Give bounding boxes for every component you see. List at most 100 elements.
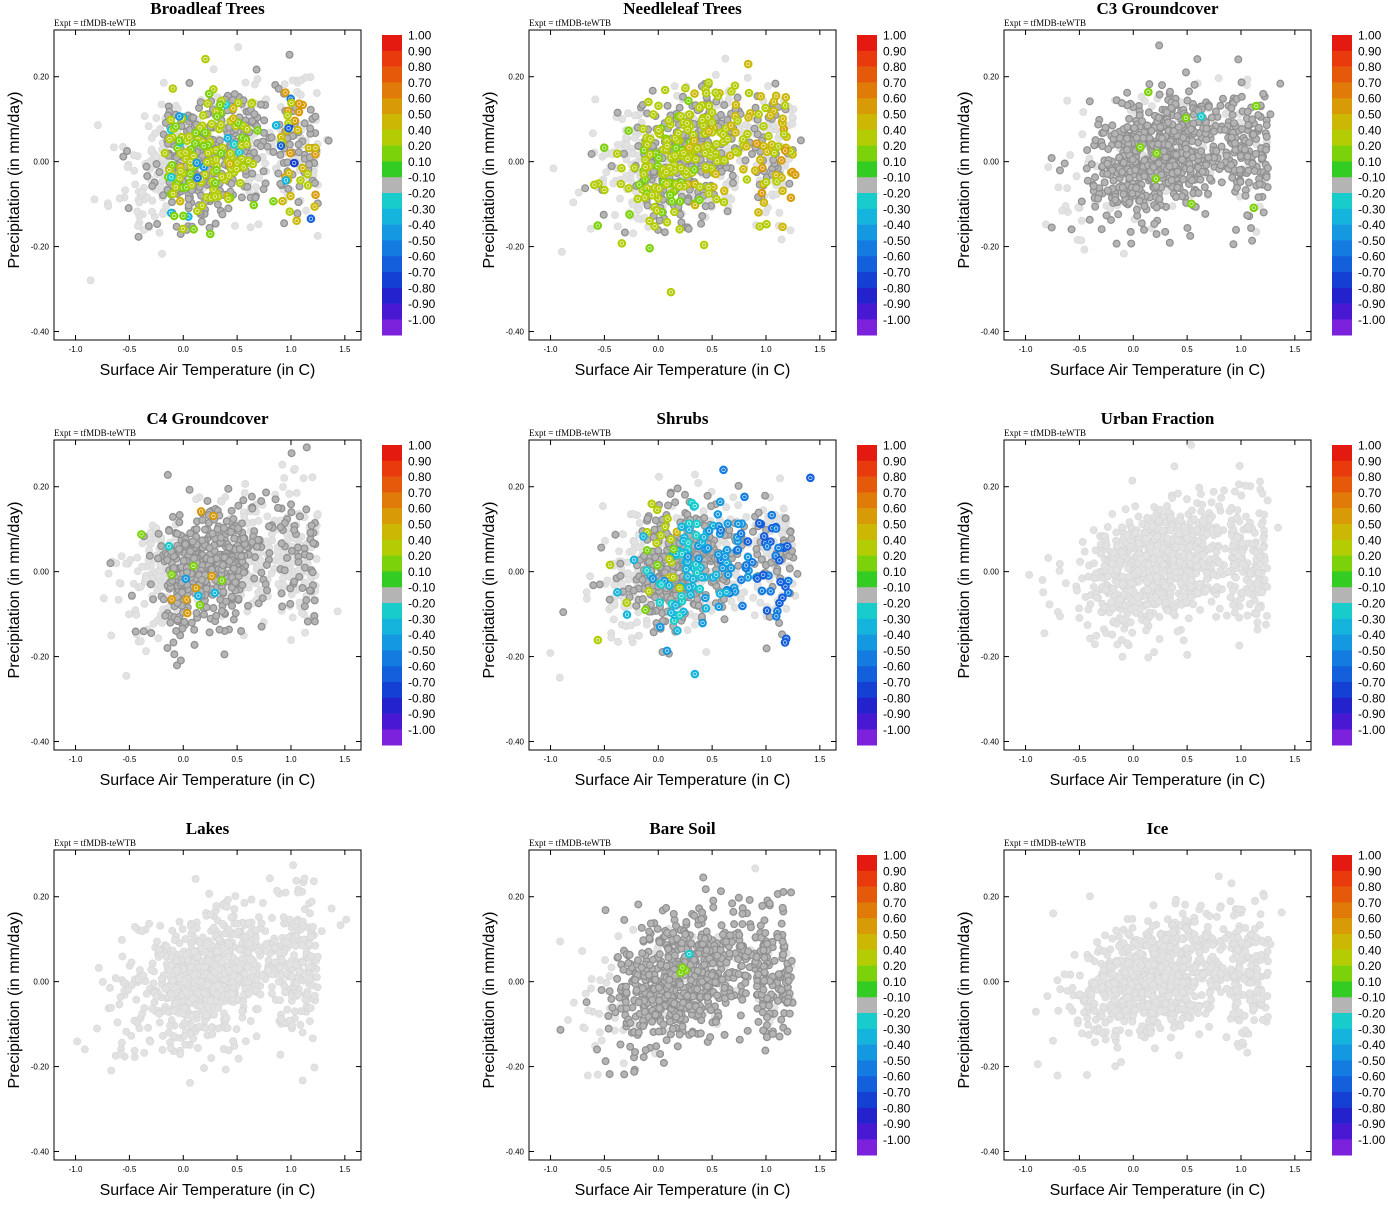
colorbar-label: -0.90 <box>1358 297 1386 311</box>
data-point <box>293 489 300 496</box>
y-tick-label: 0.20 <box>33 73 49 82</box>
colorbar-swatch <box>857 177 877 193</box>
data-point <box>313 555 320 562</box>
data-point <box>258 569 265 576</box>
data-point <box>614 638 621 645</box>
y-tick-label: -0.20 <box>506 243 525 252</box>
data-point-core <box>627 129 630 132</box>
data-point <box>1183 69 1190 76</box>
data-point <box>1244 153 1251 160</box>
data-point-core <box>746 133 749 136</box>
data-point <box>586 573 593 580</box>
data-point <box>123 672 130 679</box>
data-point-core <box>170 598 173 601</box>
colorbar-swatch <box>857 240 877 256</box>
colorbar: 1.000.900.800.700.600.500.400.200.10-0.1… <box>382 29 436 336</box>
colorbar-swatch <box>382 98 402 114</box>
data-point-core <box>723 159 726 162</box>
data-point <box>750 594 757 601</box>
colorbar-label: 0.50 <box>408 108 432 122</box>
data-point-core <box>198 604 201 607</box>
y-tick-label: 0.20 <box>33 483 49 492</box>
data-point <box>131 167 138 174</box>
data-point-core <box>287 172 290 175</box>
data-point-core <box>674 137 677 140</box>
data-point <box>1126 115 1133 122</box>
colorbar-label: 0.10 <box>408 155 432 169</box>
data-point <box>717 112 724 119</box>
colorbar-swatch <box>1332 225 1352 241</box>
colorbar-swatch <box>382 729 402 745</box>
data-point <box>1169 203 1176 210</box>
data-point <box>614 223 621 230</box>
data-point <box>783 605 790 612</box>
data-point-core <box>638 183 641 186</box>
data-point-core <box>192 154 195 157</box>
data-point-core <box>754 169 757 172</box>
colorbar-label: -0.80 <box>408 691 436 705</box>
data-point-core <box>784 149 787 152</box>
data-point-core <box>723 189 726 192</box>
data-point <box>1202 211 1209 218</box>
y-tick-label: -0.40 <box>506 738 525 747</box>
data-point <box>143 575 150 582</box>
y-tick-label: 0.20 <box>508 483 524 492</box>
data-point <box>1197 176 1204 183</box>
data-point <box>251 575 258 582</box>
data-point-core <box>685 169 688 172</box>
data-point <box>87 277 94 284</box>
colorbar-label: -0.30 <box>883 202 911 216</box>
colorbar-label: -0.40 <box>1358 218 1386 232</box>
data-point-core <box>209 232 212 235</box>
data-point <box>212 220 219 227</box>
data-point <box>570 199 577 206</box>
y-tick-label: 0.00 <box>983 158 999 167</box>
colorbar-label: -0.50 <box>883 234 911 248</box>
data-point <box>241 489 248 496</box>
data-point-core <box>237 101 240 104</box>
data-point <box>228 180 235 187</box>
data-point <box>145 123 152 130</box>
data-point <box>631 538 638 545</box>
data-point-core <box>245 143 248 146</box>
colorbar-swatch <box>1332 98 1352 114</box>
data-point <box>141 600 148 607</box>
data-point <box>1165 119 1172 126</box>
data-point <box>148 146 155 153</box>
data-point-core <box>184 151 187 154</box>
data-point <box>279 603 286 610</box>
data-point <box>1267 111 1274 118</box>
data-point <box>199 517 206 524</box>
data-point <box>1156 42 1163 49</box>
colorbar-swatch <box>382 256 402 272</box>
colorbar-swatch <box>382 619 402 635</box>
data-point-core <box>685 122 688 125</box>
data-point <box>229 602 236 609</box>
data-point <box>1118 100 1125 107</box>
chart-title: C3 Groundcover <box>1097 0 1219 18</box>
data-point <box>1184 225 1191 232</box>
data-point <box>1092 203 1099 210</box>
x-tick-label: -0.5 <box>123 345 137 354</box>
data-point <box>1256 181 1263 188</box>
data-point <box>191 555 198 562</box>
data-point <box>251 149 258 156</box>
colorbar-label: 0.80 <box>1358 60 1382 74</box>
data-point <box>307 106 314 113</box>
data-point <box>757 599 764 606</box>
colorbar-swatch <box>1332 35 1352 51</box>
data-point <box>1163 109 1170 116</box>
colorbar-swatch <box>382 304 402 320</box>
data-point <box>247 224 254 231</box>
data-point <box>139 189 146 196</box>
data-point <box>1239 126 1246 133</box>
data-point <box>1259 155 1266 162</box>
data-point <box>1124 135 1131 142</box>
data-point <box>743 513 750 520</box>
colorbar-swatch <box>382 492 402 508</box>
data-point <box>1155 141 1162 148</box>
data-point <box>159 211 166 218</box>
data-point <box>1203 162 1210 169</box>
data-point <box>1115 211 1122 218</box>
